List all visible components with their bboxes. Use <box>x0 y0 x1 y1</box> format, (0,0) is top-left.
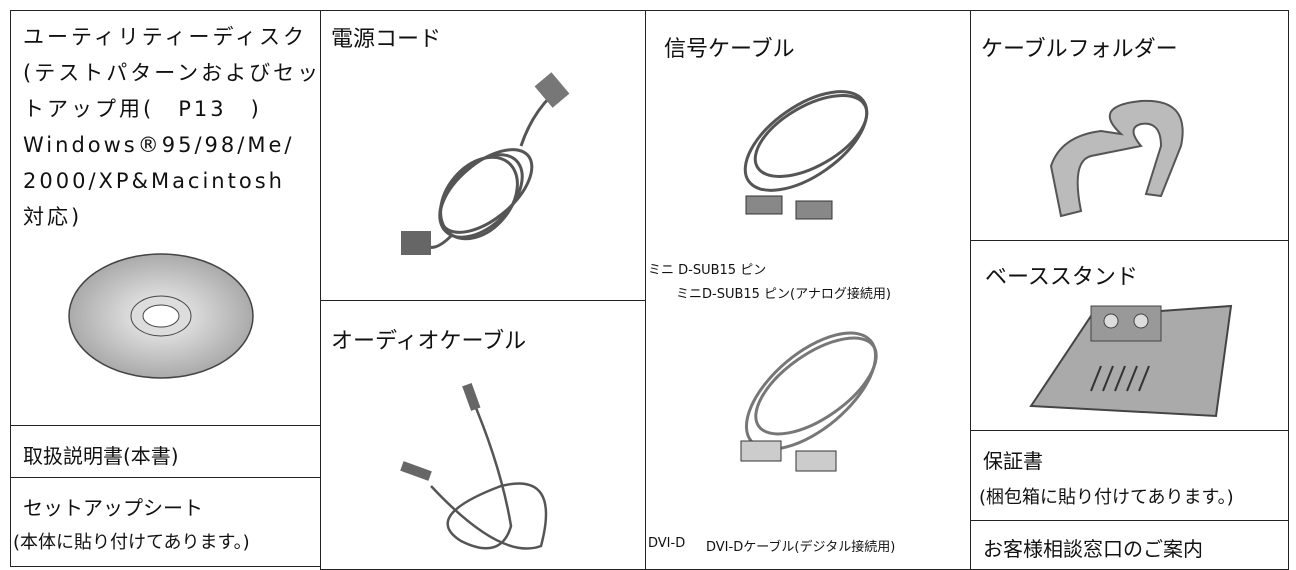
item-title: セットアップシート <box>23 496 203 520</box>
audio-cable-image <box>400 383 548 550</box>
item-title: ベーススタンド <box>985 265 1138 290</box>
cell-warranty: 保証書 (梱包箱に貼り付けてあります。) <box>970 430 1289 521</box>
dvi-cable-image <box>740 331 878 472</box>
text-line: 対応) <box>23 205 83 229</box>
cable-holder-image <box>1049 99 1184 218</box>
text-line: (テストパターンおよびセッ <box>23 61 322 85</box>
disk-text: ユーティリティーディスク (テストパターンおよびセッ トアップ用( P13 ) … <box>23 19 321 235</box>
cell-signal-cable: 信号ケーブル ミニ D-SUB15 ピン ミニD-SUB15 ピン(アナログ接続… <box>645 10 971 570</box>
text-line: Windows®95/98/Me/ <box>23 133 295 157</box>
cell-cable-holder: ケーブルフォルダー <box>970 10 1289 241</box>
item-title: 信号ケーブル <box>664 37 795 62</box>
cd-image <box>68 253 254 379</box>
item-title: オーディオケーブル <box>331 329 527 354</box>
item-title: 取扱説明書(本書) <box>23 444 179 468</box>
cell-audio-cable: オーディオケーブル <box>320 300 646 570</box>
cell-power-cord: 電源コード <box>320 10 646 301</box>
text-line: ユーティリティーディスク <box>23 25 308 49</box>
cell-support: お客様相談窓口のご案内 <box>970 520 1289 570</box>
item-title: お客様相談窓口のご案内 <box>983 537 1203 561</box>
dsub-cable-image <box>743 90 869 220</box>
cell-disk: ユーティリティーディスク (テストパターンおよびセッ トアップ用( P13 ) … <box>10 10 321 426</box>
dsub-label: ミニ D-SUB15 ピン <box>648 263 767 278</box>
item-note: (本体に貼り付けてあります。) <box>13 532 250 553</box>
dvi-label: DVI-D <box>648 536 686 551</box>
text-line: トアップ用( P13 ) <box>23 97 262 121</box>
item-note: (梱包箱に貼り付けてあります。) <box>979 487 1234 508</box>
dsub-caption: ミニD-SUB15 ピン(アナログ接続用) <box>676 287 891 302</box>
cell-setup-sheet: セットアップシート (本体に貼り付けてあります。) <box>10 477 321 567</box>
item-title: ケーブルフォルダー <box>981 37 1178 62</box>
text-line: 2000/XP&Macintosh <box>23 169 285 193</box>
dvi-caption: DVI-Dケーブル(デジタル接続用) <box>706 540 896 555</box>
item-title: 電源コード <box>331 27 442 52</box>
cell-base-stand: ベーススタンド <box>970 240 1289 431</box>
cell-manual: 取扱説明書(本書) <box>10 425 321 478</box>
power-cord-image <box>401 72 570 255</box>
item-title: 保証書 <box>983 449 1043 473</box>
base-stand-image <box>1029 304 1233 418</box>
